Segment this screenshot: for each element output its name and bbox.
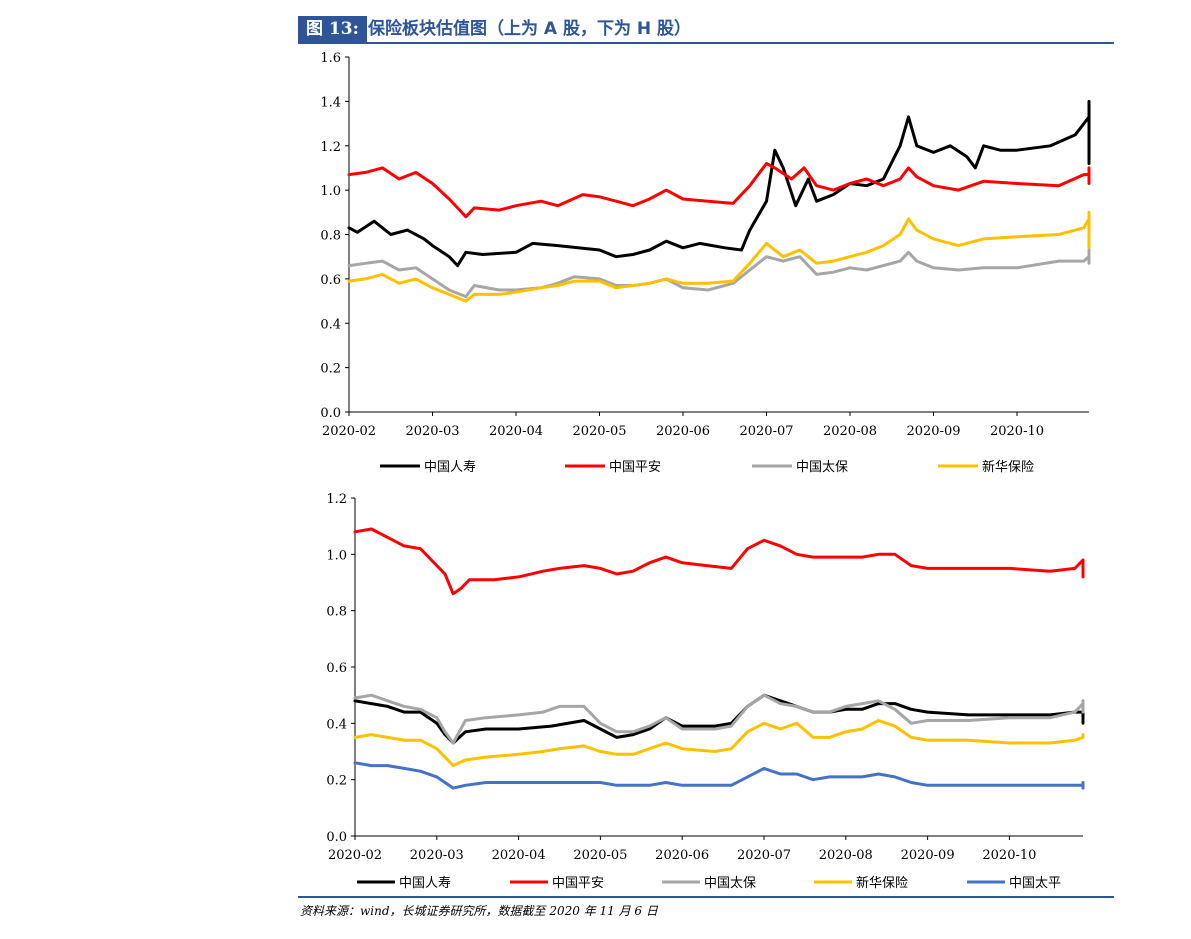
y-tick-label: 0.0 (326, 830, 347, 845)
chart-a-share: 0.0 0.2 0.4 0.6 0.8 1.0 1.2 1.4 1.6 2020-02 2020-0… (320, 51, 1091, 475)
y-tick-label: 1.2 (320, 140, 341, 155)
y-tick-label: 0.4 (320, 317, 341, 332)
y-tick-label: 0.0 (320, 406, 341, 421)
series-line-3 (347, 210, 1091, 303)
legend-label: 中国人寿 (424, 460, 476, 475)
y-tick-label: 0.2 (320, 362, 341, 377)
y-tick-label: 1.0 (320, 184, 341, 199)
legend-label: 中国太保 (796, 460, 848, 475)
bottom-rule (298, 896, 1114, 898)
series-line-1 (347, 162, 1091, 219)
figure-title-bar: 图 13: 保险板块估值图（上为 A 股，下为 H 股） (298, 14, 1114, 44)
y-tick-label: 1.4 (320, 95, 341, 110)
legend-label: 新华保险 (856, 875, 908, 891)
legend-label: 中国平安 (552, 876, 604, 891)
figure-number: 图 13: (298, 16, 367, 42)
source-note: 资料来源：wind，长城证券研究所，数据截至 2020 年 11 月 6 日 (300, 904, 658, 918)
series-line-2 (353, 693, 1085, 745)
y-tick-label: 0.2 (326, 774, 347, 789)
y-tick-label: 0.8 (326, 605, 347, 620)
y-tick-label: 0.8 (320, 229, 341, 244)
y-tick-label: 1.6 (320, 51, 341, 66)
x-tick-label: 2020-07 (739, 424, 793, 439)
x-tick-label: 2020-04 (489, 424, 543, 439)
x-tick-label: 2020-06 (656, 424, 710, 439)
x-tick-label: 2020-02 (322, 424, 376, 439)
legend-label: 中国太平 (1009, 876, 1061, 891)
x-tick-label: 2020-02 (328, 848, 382, 863)
y-tick-label: 0.6 (326, 661, 347, 676)
x-tick-label: 2020-05 (573, 848, 627, 863)
x-tick-label: 2020-10 (990, 424, 1044, 439)
series-line-3 (353, 719, 1085, 768)
y-tick-label: 0.4 (326, 717, 347, 732)
x-tick-label: 2020-09 (906, 424, 960, 439)
series-line-4 (353, 761, 1085, 790)
x-tick-label: 2020-10 (982, 848, 1036, 863)
x-tick-label: 2020-09 (901, 848, 955, 863)
y-tick-label: 0.6 (320, 273, 341, 288)
y-tick-label: 1.2 (326, 492, 347, 507)
y-tick-label: 1.0 (326, 548, 347, 563)
series-line-1 (353, 527, 1085, 596)
series-line-0 (347, 99, 1091, 268)
x-tick-label: 2020-03 (405, 424, 459, 439)
x-tick-label: 2020-08 (819, 848, 873, 863)
x-tick-label: 2020-03 (410, 848, 464, 863)
chart-h-share: 0.0 0.2 0.4 0.6 0.8 1.0 1.2 2020-02 2020-03 2020-… (326, 492, 1085, 891)
x-tick-label: 2020-07 (737, 848, 791, 863)
series-line-2 (347, 248, 1091, 299)
x-tick-label: 2020-05 (572, 424, 626, 439)
legend-label: 中国人寿 (399, 876, 451, 891)
x-tick-label: 2020-04 (492, 848, 546, 863)
x-tick-label: 2020-08 (823, 424, 877, 439)
legend-label: 新华保险 (982, 459, 1034, 475)
figure-title: 保险板块估值图（上为 A 股，下为 H 股） (368, 19, 692, 39)
x-tick-label: 2020-06 (655, 848, 709, 863)
legend-label: 中国太保 (704, 876, 756, 891)
legend-label: 中国平安 (609, 460, 661, 475)
